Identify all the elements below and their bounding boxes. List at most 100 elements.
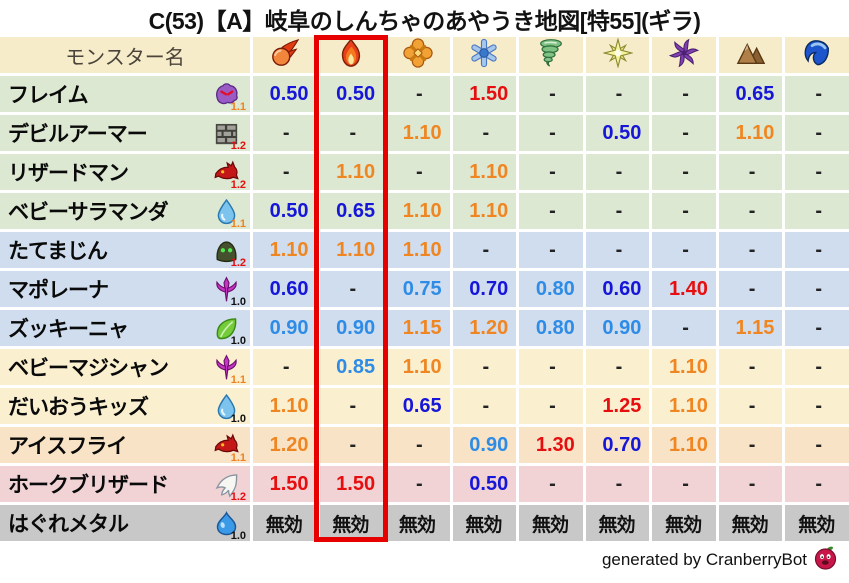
resistance-cell: - [386,154,450,190]
credit-footer: generated by CranberryBot [602,544,839,576]
resistance-cell: - [785,349,849,385]
resistance-cell: 1.50 [253,466,317,502]
resistance-cell: - [319,115,384,151]
resistance-cell: - [785,154,849,190]
resistance-cell: 1.10 [652,349,716,385]
resistance-cell: 1.10 [253,232,317,268]
spark-icon [601,36,634,73]
resistance-cell: 1.10 [452,154,517,190]
resistance-cell: - [519,349,583,385]
resistance-cell: 0.50 [253,76,317,112]
resistance-cell: 1.25 [585,388,650,424]
page-title: C(53)【A】岐阜のしんちゃのあやうき地図[特55](ギラ) [148,7,701,34]
resistance-cell: - [785,466,849,502]
resistance-cell: - [718,349,783,385]
resistance-cell: 1.10 [652,427,716,463]
resistance-cell: 0.60 [253,271,317,307]
monster-name-cell: リザードマン 1.2 [0,154,250,191]
wing-icon: 1.2 [211,467,246,503]
resistance-cell: - [585,193,650,229]
monster-name: マポレーナ [8,279,109,302]
resistance-cell: 0.70 [452,271,517,307]
resistance-cell: - [652,154,716,190]
resistance-cell: - [452,388,517,424]
size-multiplier: 1.1 [230,452,246,464]
resistance-cell: - [452,349,517,385]
resistance-cell: - [519,154,583,190]
resistance-cell: 1.10 [386,232,450,268]
resistance-cell: - [718,466,783,502]
element-column-header [718,37,783,73]
resistance-cell: - [519,232,583,268]
resistance-cell: - [652,232,716,268]
resistance-cell: 1.40 [652,271,716,307]
pinwheel-icon [668,38,700,73]
drop-icon: 1.1 [211,194,246,230]
element-column-header [519,37,583,73]
resistance-cell: 1.10 [652,388,716,424]
monster-name-cell: たてまじん 1.2 [0,232,250,269]
resistance-cell: 1.30 [519,427,583,463]
resistance-cell: - [585,232,650,268]
resistance-cell: - [452,115,517,151]
size-multiplier: 1.0 [230,530,246,542]
resistance-cell: - [585,76,650,112]
resistance-cell: - [652,115,716,151]
monster-name: アイスフライ [8,435,127,458]
monster-name: ホークブリザード [8,474,169,497]
resistance-cell: - [319,271,384,307]
monster-name-cell: ベビーサラマンダ 1.1 [0,193,250,230]
resistance-cell: 1.10 [386,193,450,229]
element-column-header [785,37,849,73]
monster-name: ベビーサラマンダ [8,201,169,224]
monster-name-cell: はぐれメタル 1.0 [0,505,250,542]
monster-name-cell: デビルアーマー 1.2 [0,115,250,152]
resistance-cell: 1.15 [718,310,783,346]
wave-icon [802,38,832,73]
resistance-cell: - [785,427,849,463]
resistance-cell: 0.65 [319,193,384,229]
resistance-cell: - [718,193,783,229]
resistance-cell: - [519,193,583,229]
resistance-cell: 0.65 [386,388,450,424]
resistance-cell: 0.90 [253,310,317,346]
resistance-cell: - [785,232,849,268]
hood-icon: 1.2 [211,233,246,269]
cranberry-icon [812,544,839,576]
resistance-cell: - [253,115,317,151]
resistance-cell: 1.20 [253,427,317,463]
resistance-cell: - [652,466,716,502]
resistance-cell: - [785,310,849,346]
resistance-cell: - [452,232,517,268]
monster-name: ズッキーニャ [8,318,129,341]
resistance-cell: 1.10 [452,193,517,229]
resistance-cell: 0.90 [319,310,384,346]
resistance-cell: 0.50 [452,466,517,502]
resistance-cell: 0.90 [452,427,517,463]
monster-name: リザードマン [8,162,129,185]
resistance-cell: 0.50 [253,193,317,229]
monster-name-cell: アイスフライ 1.1 [0,427,250,464]
resistance-cell: 0.70 [585,427,650,463]
resistance-cell: - [585,154,650,190]
resistance-cell: 無効 [519,505,583,541]
leaf-icon: 1.0 [211,311,246,347]
monster-name: だいおうキッズ [8,396,149,419]
monster-name: フレイム [8,84,89,107]
monster-name-cell: ホークブリザード 1.2 [0,466,250,503]
flame-icon [336,37,366,73]
resistance-cell: - [785,271,849,307]
resistance-cell: 0.80 [519,310,583,346]
resistance-cell: - [652,193,716,229]
dragon-icon: 1.2 [211,155,246,191]
credit-text: generated by CranberryBot [601,550,807,569]
snowflake-icon [469,38,499,73]
monster-name-cell: ズッキーニャ 1.0 [0,310,250,347]
size-multiplier: 1.2 [230,257,246,269]
resistance-cell: 無効 [652,505,716,541]
resistance-cell: 無効 [253,505,317,541]
monster-name-header: モンスター名 [0,37,250,73]
resistance-cell: - [585,466,650,502]
size-multiplier: 1.2 [230,140,246,152]
size-multiplier: 1.2 [230,491,246,503]
